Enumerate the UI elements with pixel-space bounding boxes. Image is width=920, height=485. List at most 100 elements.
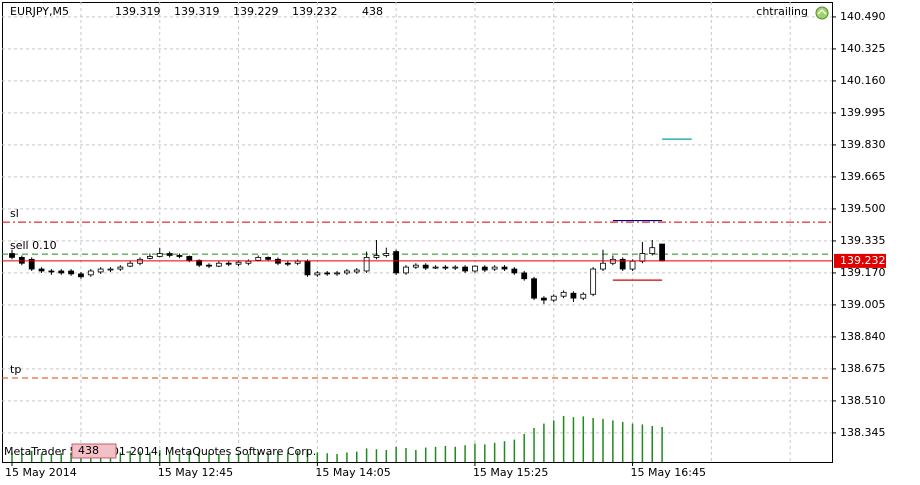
candle-body — [501, 266, 508, 270]
x-tick-label: 15 May 2014 — [5, 466, 77, 479]
candle-body — [206, 264, 212, 267]
candle-body — [403, 266, 409, 274]
candle-body — [422, 264, 429, 269]
y-tick-label: 138.510 — [840, 394, 886, 407]
candle-body — [560, 291, 567, 297]
candle-body — [521, 272, 528, 280]
y-tick-label: 140.490 — [840, 10, 886, 23]
candle-body — [284, 262, 291, 265]
y-tick-label: 139.995 — [840, 106, 886, 119]
candle-body — [18, 257, 25, 264]
candle-body — [176, 255, 183, 257]
candle-body — [383, 253, 390, 256]
x-tick-label: 15 May 16:45 — [631, 466, 706, 479]
candle-body — [412, 264, 419, 268]
volume-label-box — [71, 443, 117, 459]
candle-body — [343, 270, 350, 274]
candle-body — [28, 258, 35, 270]
indicator-name: chtrailing — [756, 5, 808, 18]
copyright: MetaTrader 5, © 2001-2014, MetaQuotes So… — [4, 445, 316, 458]
price-label-box — [834, 253, 886, 268]
candle-body — [146, 256, 153, 259]
indicator-icon — [815, 6, 829, 20]
candle-body — [9, 253, 15, 258]
candle-body — [590, 268, 597, 295]
candle-body — [580, 293, 587, 299]
candle-body — [314, 272, 321, 276]
candle-body — [649, 247, 656, 254]
candle-body — [304, 260, 311, 276]
candle-body — [531, 278, 537, 299]
candle-body — [373, 255, 380, 258]
candle-body — [353, 269, 360, 273]
level-label: sl — [10, 207, 19, 220]
y-tick-label: 139.335 — [840, 234, 886, 247]
candle-body — [107, 268, 114, 271]
y-tick-label: 139.005 — [840, 298, 886, 311]
candle-body — [511, 268, 518, 274]
candle-body — [600, 262, 606, 270]
y-tick-label: 139.170 — [840, 266, 886, 279]
candle-body — [265, 257, 272, 260]
candle-body — [472, 265, 478, 272]
candle-body — [442, 266, 449, 269]
candle-body — [462, 266, 469, 272]
candle-body — [363, 257, 370, 272]
chart-title: EURJPY,M5 — [10, 5, 69, 18]
candle-body — [97, 268, 104, 273]
y-tick-label: 139.830 — [840, 138, 886, 151]
header-volume: 438 — [362, 5, 383, 18]
y-tick-label: 140.325 — [840, 42, 886, 55]
price-label: 139.232 — [840, 254, 886, 267]
y-tick-label: 140.160 — [840, 74, 886, 87]
header-open: 139.319 — [115, 5, 161, 18]
candle-body — [334, 272, 340, 275]
candle-body — [196, 259, 203, 266]
candle-body — [78, 273, 84, 278]
candle-body — [166, 253, 173, 256]
candle-body — [68, 270, 74, 275]
y-tick-label: 139.665 — [840, 170, 886, 183]
candle-body — [156, 253, 163, 257]
x-tick-label: 15 May 12:45 — [158, 466, 233, 479]
candle-body — [48, 270, 55, 273]
candle-body — [541, 297, 547, 301]
candle-body — [432, 266, 439, 269]
header-close: 139.232 — [292, 5, 338, 18]
candle-body — [235, 261, 242, 265]
candle-body — [629, 260, 636, 270]
candle-body — [452, 266, 459, 269]
candle-body — [639, 253, 646, 262]
candle-body — [324, 272, 331, 275]
candle-body — [225, 262, 232, 265]
candle-body — [215, 262, 222, 267]
candle-body — [619, 258, 626, 270]
x-tick-label: 15 May 15:25 — [473, 466, 548, 479]
candle-body — [58, 270, 65, 274]
candle-body — [393, 251, 400, 274]
y-tick-label: 138.345 — [840, 426, 886, 439]
candle-body — [245, 260, 252, 264]
volume-label: 438 — [78, 444, 99, 457]
y-tick-label: 138.840 — [840, 330, 886, 343]
candle-body — [87, 270, 94, 276]
candle-body — [659, 243, 665, 262]
level-label: tp — [10, 363, 21, 376]
candle-body — [117, 266, 124, 270]
plot-frame — [2, 2, 833, 463]
candle-body — [127, 262, 134, 267]
level-label: sell 0.10 — [10, 239, 57, 252]
header-low: 139.229 — [233, 5, 279, 18]
header-high: 139.319 — [174, 5, 220, 18]
candle-body — [550, 295, 557, 301]
candle-body — [186, 256, 193, 261]
y-tick-label: 139.500 — [840, 202, 886, 215]
candle-body — [38, 268, 45, 272]
candle-body — [294, 260, 301, 264]
candle-body — [255, 257, 262, 261]
candle-body — [491, 266, 498, 270]
candle-body — [570, 292, 577, 299]
y-tick-label: 138.675 — [840, 362, 886, 375]
x-tick-label: 15 May 14:05 — [315, 466, 390, 479]
